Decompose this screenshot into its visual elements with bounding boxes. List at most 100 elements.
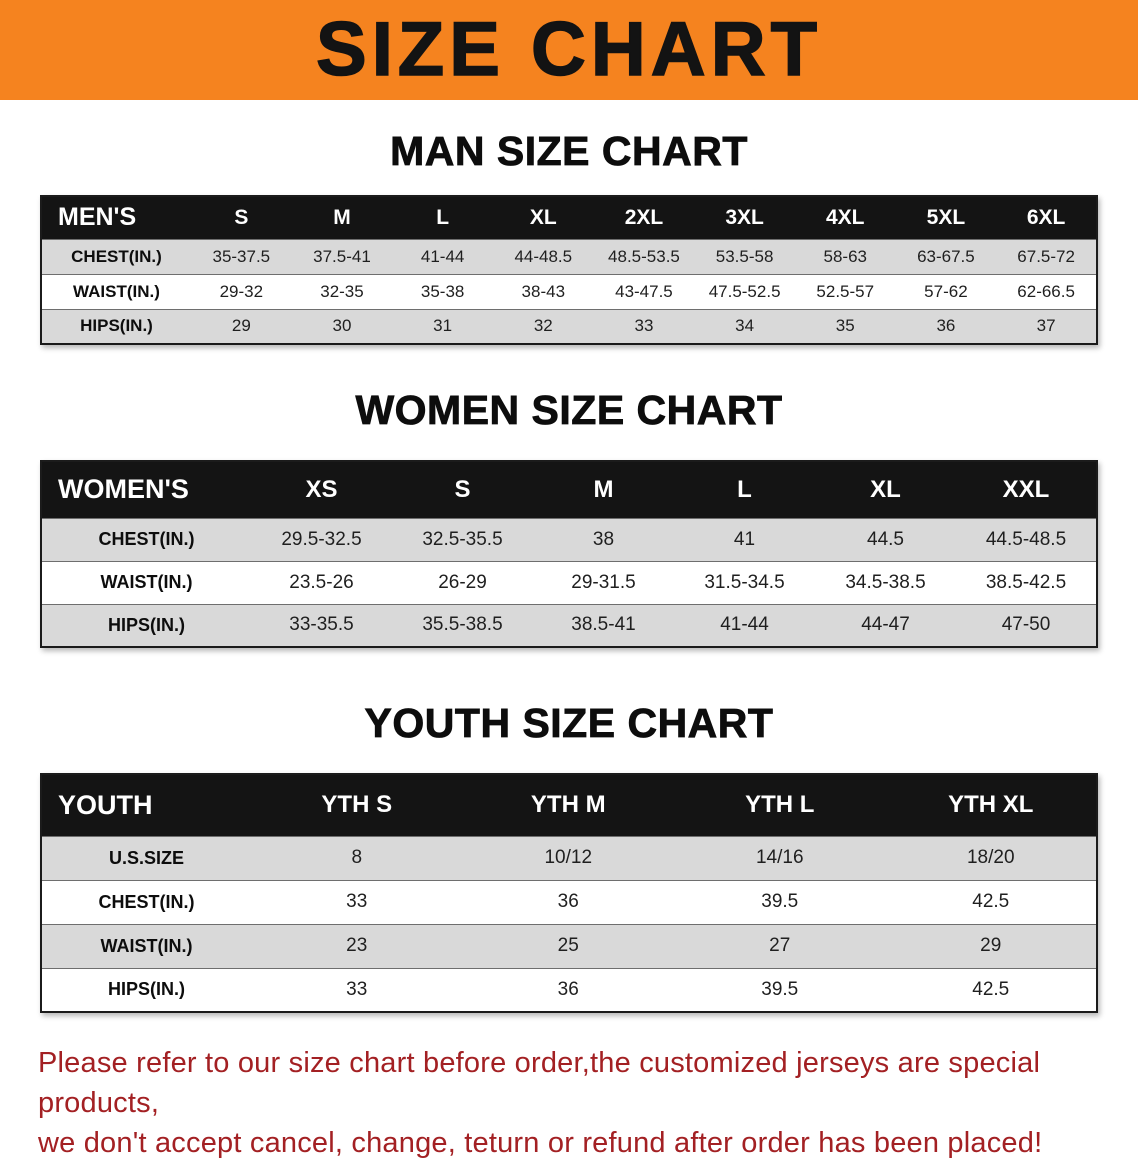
measurement-value-cell: 62-66.5	[996, 273, 1097, 309]
measurement-value-cell: 29	[191, 308, 292, 344]
measurement-label-cell: U.S.SIZE	[41, 835, 251, 880]
measurement-value-cell: 33-35.5	[251, 603, 392, 647]
measurement-value-cell: 23	[251, 923, 463, 968]
table-title-cell: WOMEN'S	[41, 461, 251, 518]
measurement-value-cell: 38.5-41	[533, 603, 674, 647]
measurement-value-cell: 35-37.5	[191, 238, 292, 274]
size-header-cell: 2XL	[593, 196, 695, 239]
table-row: U.S.SIZE 8 10/12 14/16 18/20	[41, 835, 1097, 880]
disclaimer-line-2: we don't accept cancel, change, teturn o…	[38, 1127, 1043, 1160]
measurement-value-cell: 27	[674, 923, 886, 968]
table-row: WAIST(IN.) 23.5-26 26-29 29-31.5 31.5-34.5 34…	[41, 560, 1097, 604]
measurement-value-cell: 44-47	[815, 603, 956, 647]
measurement-label-cell: WAIST(IN.)	[41, 560, 251, 604]
measurement-value-cell: 37	[996, 308, 1097, 344]
table-header-row: WOMEN'S XS S M L XL XXL	[41, 461, 1097, 518]
measurement-value-cell: 35	[794, 308, 896, 344]
measurement-label-cell: CHEST(IN.)	[41, 517, 251, 561]
youth-section-heading: YOUTH SIZE CHART	[364, 700, 774, 747]
measurement-value-cell: 41-44	[674, 603, 815, 647]
measurement-value-cell: 57-62	[895, 273, 997, 309]
measurement-value-cell: 37.5-41	[291, 238, 393, 274]
size-header-cell: M	[533, 461, 674, 518]
measurement-value-cell: 47-50	[956, 603, 1097, 647]
measurement-value-cell: 39.5	[674, 879, 886, 924]
measurement-label-cell: HIPS(IN.)	[41, 967, 251, 1012]
measurement-value-cell: 48.5-53.5	[593, 238, 695, 274]
table-row: CHEST(IN.) 33 36 39.5 42.5	[41, 879, 1097, 924]
measurement-value-cell: 38-43	[492, 273, 594, 309]
size-header-cell: XXL	[956, 461, 1097, 518]
size-header-cell: L	[392, 196, 493, 239]
measurement-value-cell: 38	[533, 517, 674, 561]
measurement-value-cell: 33	[593, 308, 695, 344]
table-title-cell: MEN'S	[41, 196, 191, 239]
disclaimer-line-1: Please refer to our size chart before or…	[38, 1047, 1041, 1120]
measurement-value-cell: 42.5	[885, 879, 1097, 924]
measurement-value-cell: 44.5	[815, 517, 956, 561]
measurement-value-cell: 53.5-58	[694, 238, 795, 274]
measurement-value-cell: 42.5	[885, 967, 1097, 1012]
measurement-value-cell: 32	[492, 308, 594, 344]
banner-title: SIZE CHART	[315, 7, 822, 92]
table-row: WAIST(IN.) 23 25 27 29	[41, 923, 1097, 968]
size-header-cell: YTH L	[674, 774, 886, 836]
measurement-label-cell: CHEST(IN.)	[41, 879, 251, 924]
measurement-value-cell: 63-67.5	[895, 238, 997, 274]
size-header-cell: YTH M	[462, 774, 674, 836]
size-header-cell: XS	[251, 461, 392, 518]
measurement-value-cell: 41-44	[392, 238, 493, 274]
measurement-value-cell: 23.5-26	[251, 560, 392, 604]
table-header-row: MEN'S S M L XL 2XL 3XL 4XL 5XL 6XL	[41, 196, 1097, 239]
measurement-value-cell: 38.5-42.5	[956, 560, 1097, 604]
table-header-row: YOUTH YTH S YTH M YTH L YTH XL	[41, 774, 1097, 836]
measurement-value-cell: 39.5	[674, 967, 886, 1012]
measurement-value-cell: 41	[674, 517, 815, 561]
measurement-value-cell: 35-38	[392, 273, 493, 309]
measurement-value-cell: 33	[251, 967, 463, 1012]
measurement-value-cell: 34.5-38.5	[815, 560, 956, 604]
measurement-value-cell: 52.5-57	[794, 273, 896, 309]
measurement-value-cell: 33	[251, 879, 463, 924]
measurement-label-cell: CHEST(IN.)	[41, 238, 191, 274]
size-header-cell: YTH S	[251, 774, 463, 836]
measurement-value-cell: 47.5-52.5	[694, 273, 795, 309]
measurement-value-cell: 34	[694, 308, 795, 344]
measurement-value-cell: 36	[462, 967, 674, 1012]
measurement-value-cell: 8	[251, 835, 463, 880]
measurement-value-cell: 67.5-72	[996, 238, 1097, 274]
size-header-cell: M	[291, 196, 393, 239]
measurement-value-cell: 30	[291, 308, 393, 344]
men-size-table: MEN'S S M L XL 2XL 3XL 4XL 5XL 6XL CHEST(IN.) 35-37…	[40, 195, 1098, 345]
size-header-cell: XL	[492, 196, 594, 239]
size-header-cell: XL	[815, 461, 956, 518]
table-row: CHEST(IN.) 29.5-32.5 32.5-35.5 38 41 44.5 44.5…	[41, 517, 1097, 561]
size-header-cell: 5XL	[895, 196, 997, 239]
measurement-label-cell: WAIST(IN.)	[41, 273, 191, 309]
size-chart-banner: SIZE CHART	[0, 0, 1138, 100]
measurement-value-cell: 32.5-35.5	[392, 517, 533, 561]
measurement-label-cell: HIPS(IN.)	[41, 308, 191, 344]
size-header-cell: 3XL	[694, 196, 795, 239]
size-header-cell: 4XL	[794, 196, 896, 239]
measurement-value-cell: 29	[885, 923, 1097, 968]
table-row: HIPS(IN.) 33-35.5 35.5-38.5 38.5-41 41-44 44-…	[41, 603, 1097, 647]
men-section-heading: MAN SIZE CHART	[390, 128, 748, 175]
size-header-cell: S	[392, 461, 533, 518]
measurement-value-cell: 10/12	[462, 835, 674, 880]
measurement-value-cell: 31.5-34.5	[674, 560, 815, 604]
size-header-cell: 6XL	[996, 196, 1097, 239]
measurement-value-cell: 32-35	[291, 273, 393, 309]
measurement-value-cell: 14/16	[674, 835, 886, 880]
measurement-value-cell: 29-31.5	[533, 560, 674, 604]
measurement-value-cell: 36	[895, 308, 997, 344]
measurement-label-cell: WAIST(IN.)	[41, 923, 251, 968]
measurement-value-cell: 58-63	[794, 238, 896, 274]
table-title-cell: YOUTH	[41, 774, 251, 836]
women-size-table: WOMEN'S XS S M L XL XXL CHEST(IN.) 29.5-32.5 32.5…	[40, 460, 1098, 648]
size-header-cell: S	[191, 196, 292, 239]
size-header-cell: L	[674, 461, 815, 518]
measurement-value-cell: 25	[462, 923, 674, 968]
measurement-value-cell: 35.5-38.5	[392, 603, 533, 647]
table-row: HIPS(IN.) 33 36 39.5 42.5	[41, 967, 1097, 1012]
